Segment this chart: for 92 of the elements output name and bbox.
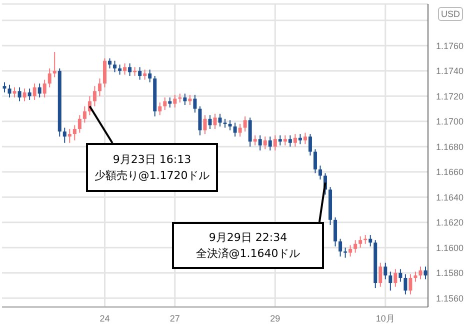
- candlestick: [213, 113, 217, 130]
- candlestick: [168, 96, 172, 108]
- candlestick: [128, 62, 132, 76]
- candlestick: [218, 113, 222, 127]
- candlestick: [18, 86, 22, 102]
- y-tick-label: 1.1740: [436, 66, 464, 76]
- candlestick: [303, 132, 307, 145]
- candlestick: [42, 79, 46, 98]
- candlestick: [238, 123, 242, 138]
- candlestick: [123, 62, 127, 76]
- y-tick-label: 1.1680: [436, 142, 464, 152]
- candlestick: [258, 134, 262, 151]
- candlestick: [193, 94, 197, 114]
- candlestick: [38, 83, 42, 98]
- candlestick: [203, 114, 207, 135]
- candlestick: [298, 134, 302, 145]
- y-axis-title: USD: [438, 7, 464, 21]
- candlestick: [263, 136, 267, 150]
- candlestick: [414, 271, 418, 282]
- callout-box: 9月29日 22:34 全決済@1.1640ドル: [172, 222, 324, 269]
- candlestick: [394, 268, 398, 288]
- candlestick: [293, 134, 297, 148]
- candlestick: [198, 106, 202, 136]
- candlestick: [388, 271, 392, 292]
- candlestick: [338, 238, 342, 257]
- candlestick: [173, 94, 177, 108]
- y-tick-label: 1.1620: [436, 218, 464, 228]
- y-tick-label: 1.1700: [436, 116, 464, 127]
- candlestick: [158, 102, 162, 116]
- x-tick-label: 10月: [376, 313, 395, 324]
- candlestick: [368, 234, 372, 247]
- candlestick: [72, 124, 76, 141]
- candlestick: [12, 86, 16, 98]
- candlestick: [98, 78, 102, 97]
- candlestick: [358, 236, 362, 248]
- x-tick-label: 29: [270, 313, 280, 324]
- candlestick: [183, 93, 187, 106]
- candlestick: [318, 165, 322, 180]
- candlestick: [424, 266, 428, 280]
- candlestick: [32, 83, 36, 100]
- candlestick: [143, 69, 147, 80]
- candlestick: [253, 134, 257, 146]
- candlestick: [273, 134, 277, 151]
- candlestick: [82, 106, 86, 124]
- y-tick-label: 1.1580: [436, 268, 464, 278]
- y-tick-label: 1.1560: [436, 293, 464, 304]
- candlestick: [268, 136, 272, 151]
- y-tick-label: 1.1600: [436, 242, 464, 253]
- candlestick: [118, 64, 122, 76]
- candlestick: [418, 266, 422, 280]
- candlestick: [283, 134, 287, 146]
- candlestick: [398, 268, 402, 282]
- y-tick-label: 1.1640: [436, 192, 464, 202]
- candlestick: [408, 274, 412, 295]
- candlestick: [113, 60, 117, 73]
- candlestick: [313, 148, 317, 174]
- candlestick: [384, 262, 388, 280]
- y-tick-label: 1.1720: [436, 91, 464, 102]
- x-tick-label: 27: [170, 313, 180, 324]
- candlestick: [188, 94, 192, 106]
- candlestick: [92, 86, 96, 107]
- candlestick: [148, 69, 152, 83]
- candlestick: [288, 134, 292, 148]
- y-tick-label: 1.1760: [436, 40, 464, 51]
- candlestick: [102, 58, 106, 88]
- candlestick: [108, 58, 112, 69]
- candlestick: [138, 66, 142, 80]
- candlestick: [48, 68, 52, 88]
- candlestick: [378, 262, 382, 288]
- candlestick: [52, 51, 56, 78]
- candlestick: [354, 240, 358, 254]
- candlestick: [334, 216, 338, 247]
- candlestick: [243, 116, 247, 132]
- callout-box: 9月23日 16:13 少額売り@1.1720ドル: [86, 143, 218, 192]
- x-tick-label: 24: [100, 313, 110, 324]
- y-tick-label: 1.1660: [436, 167, 464, 178]
- candlestick: [8, 84, 12, 98]
- candlestick: [62, 127, 66, 144]
- candlestick: [348, 244, 352, 257]
- candlestick: [28, 88, 32, 100]
- candlestick: [22, 88, 26, 102]
- candlestick: [163, 96, 167, 111]
- candlestick: [308, 134, 312, 156]
- candlestick: [228, 120, 232, 131]
- candlestick: [404, 274, 408, 295]
- candlestick: [78, 114, 82, 134]
- candlestick: [2, 82, 6, 93]
- candlestick: [208, 114, 212, 130]
- candlestick: [278, 134, 282, 146]
- candlestick: [68, 128, 72, 144]
- candlestick: [248, 117, 252, 148]
- candlestick: [233, 122, 237, 138]
